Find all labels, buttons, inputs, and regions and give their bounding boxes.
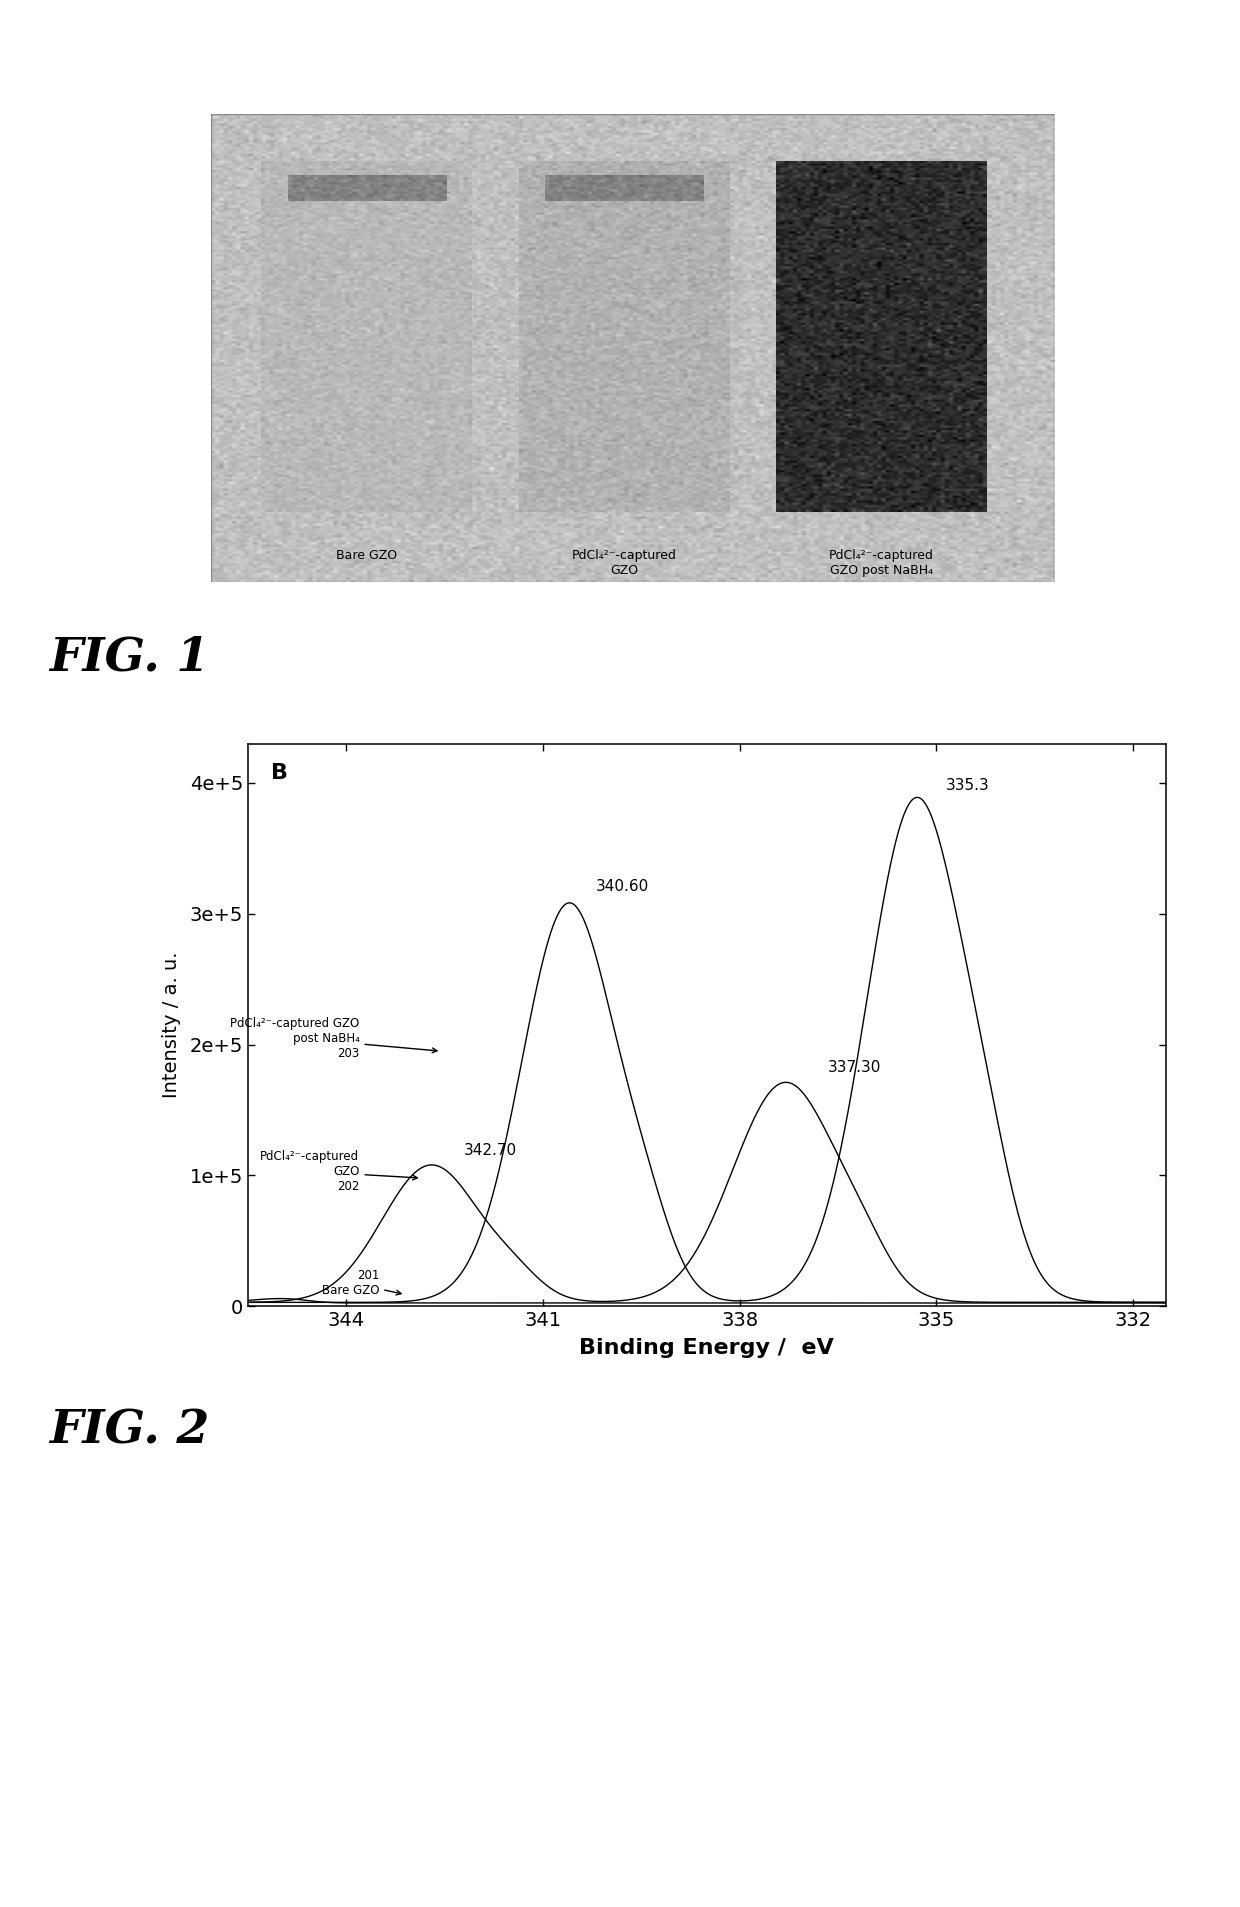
Text: FIG. 1: FIG. 1 <box>50 635 210 681</box>
Text: 201
Bare GZO: 201 Bare GZO <box>321 1268 401 1297</box>
Text: PdCl₄²⁻-captured GZO
post NaBH₄
203: PdCl₄²⁻-captured GZO post NaBH₄ 203 <box>231 1016 436 1060</box>
Text: PdCl₄²⁻-captured
GZO
202: PdCl₄²⁻-captured GZO 202 <box>260 1150 418 1194</box>
Y-axis label: Intensity / a. u.: Intensity / a. u. <box>162 952 181 1098</box>
X-axis label: Binding Energy /  eV: Binding Energy / eV <box>579 1339 835 1358</box>
Text: 342.70: 342.70 <box>464 1144 517 1158</box>
Text: B: B <box>270 763 288 784</box>
Text: PdCl₄²⁻-captured
GZO post NaBH₄: PdCl₄²⁻-captured GZO post NaBH₄ <box>828 549 934 578</box>
Text: FIG. 2: FIG. 2 <box>50 1407 210 1453</box>
Text: 337.30: 337.30 <box>828 1060 882 1076</box>
Text: 340.60: 340.60 <box>595 879 649 894</box>
Text: 335.3: 335.3 <box>946 778 990 793</box>
Text: Bare GZO: Bare GZO <box>336 549 397 563</box>
Text: PdCl₄²⁻-captured
GZO: PdCl₄²⁻-captured GZO <box>572 549 676 578</box>
